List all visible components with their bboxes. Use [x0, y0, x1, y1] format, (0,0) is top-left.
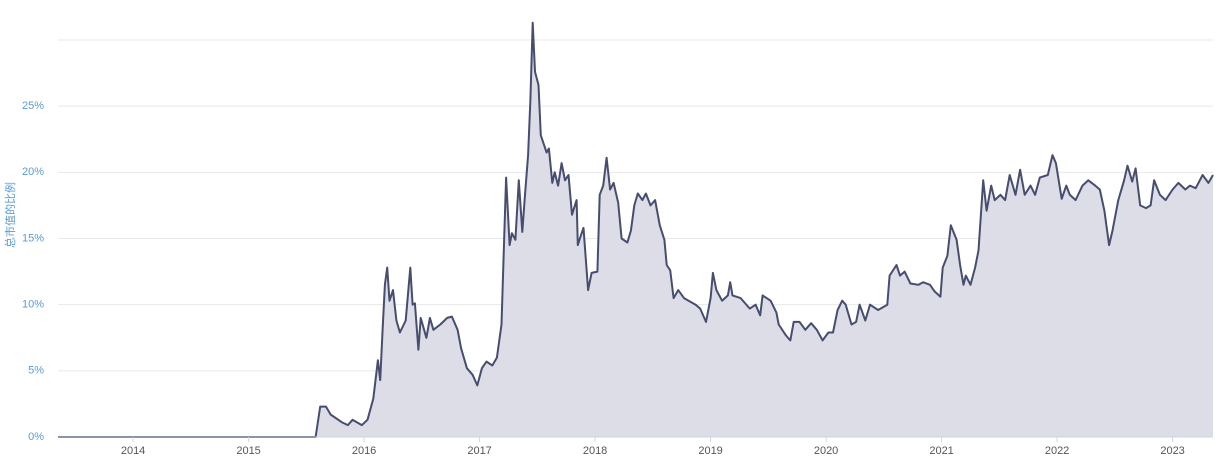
x-tick-label: 2023	[1160, 445, 1184, 457]
x-tick-label: 2018	[583, 445, 607, 457]
x-tick-label: 2020	[814, 445, 838, 457]
area	[58, 22, 1213, 438]
x-tick-label: 2016	[352, 445, 376, 457]
x-tick-label: 2022	[1045, 445, 1069, 457]
x-tick-label: 2017	[467, 445, 491, 457]
y-tick-label: 10%	[22, 299, 44, 311]
line	[58, 21, 1214, 438]
x-tick-label: 2021	[929, 445, 953, 457]
y-tick-label: 0%	[28, 431, 44, 443]
x-tick-label: 2019	[698, 445, 722, 457]
y-tick-label: 25%	[22, 100, 44, 112]
y-tick-label: 5%	[28, 365, 44, 377]
y-tick-label: 15%	[22, 232, 44, 244]
x-tick-label: 2014	[121, 445, 145, 457]
y-tick-label: 20%	[22, 166, 44, 178]
y-axis-title: 总市值的比例	[3, 182, 17, 248]
x-tick-label: 2015	[236, 445, 260, 457]
